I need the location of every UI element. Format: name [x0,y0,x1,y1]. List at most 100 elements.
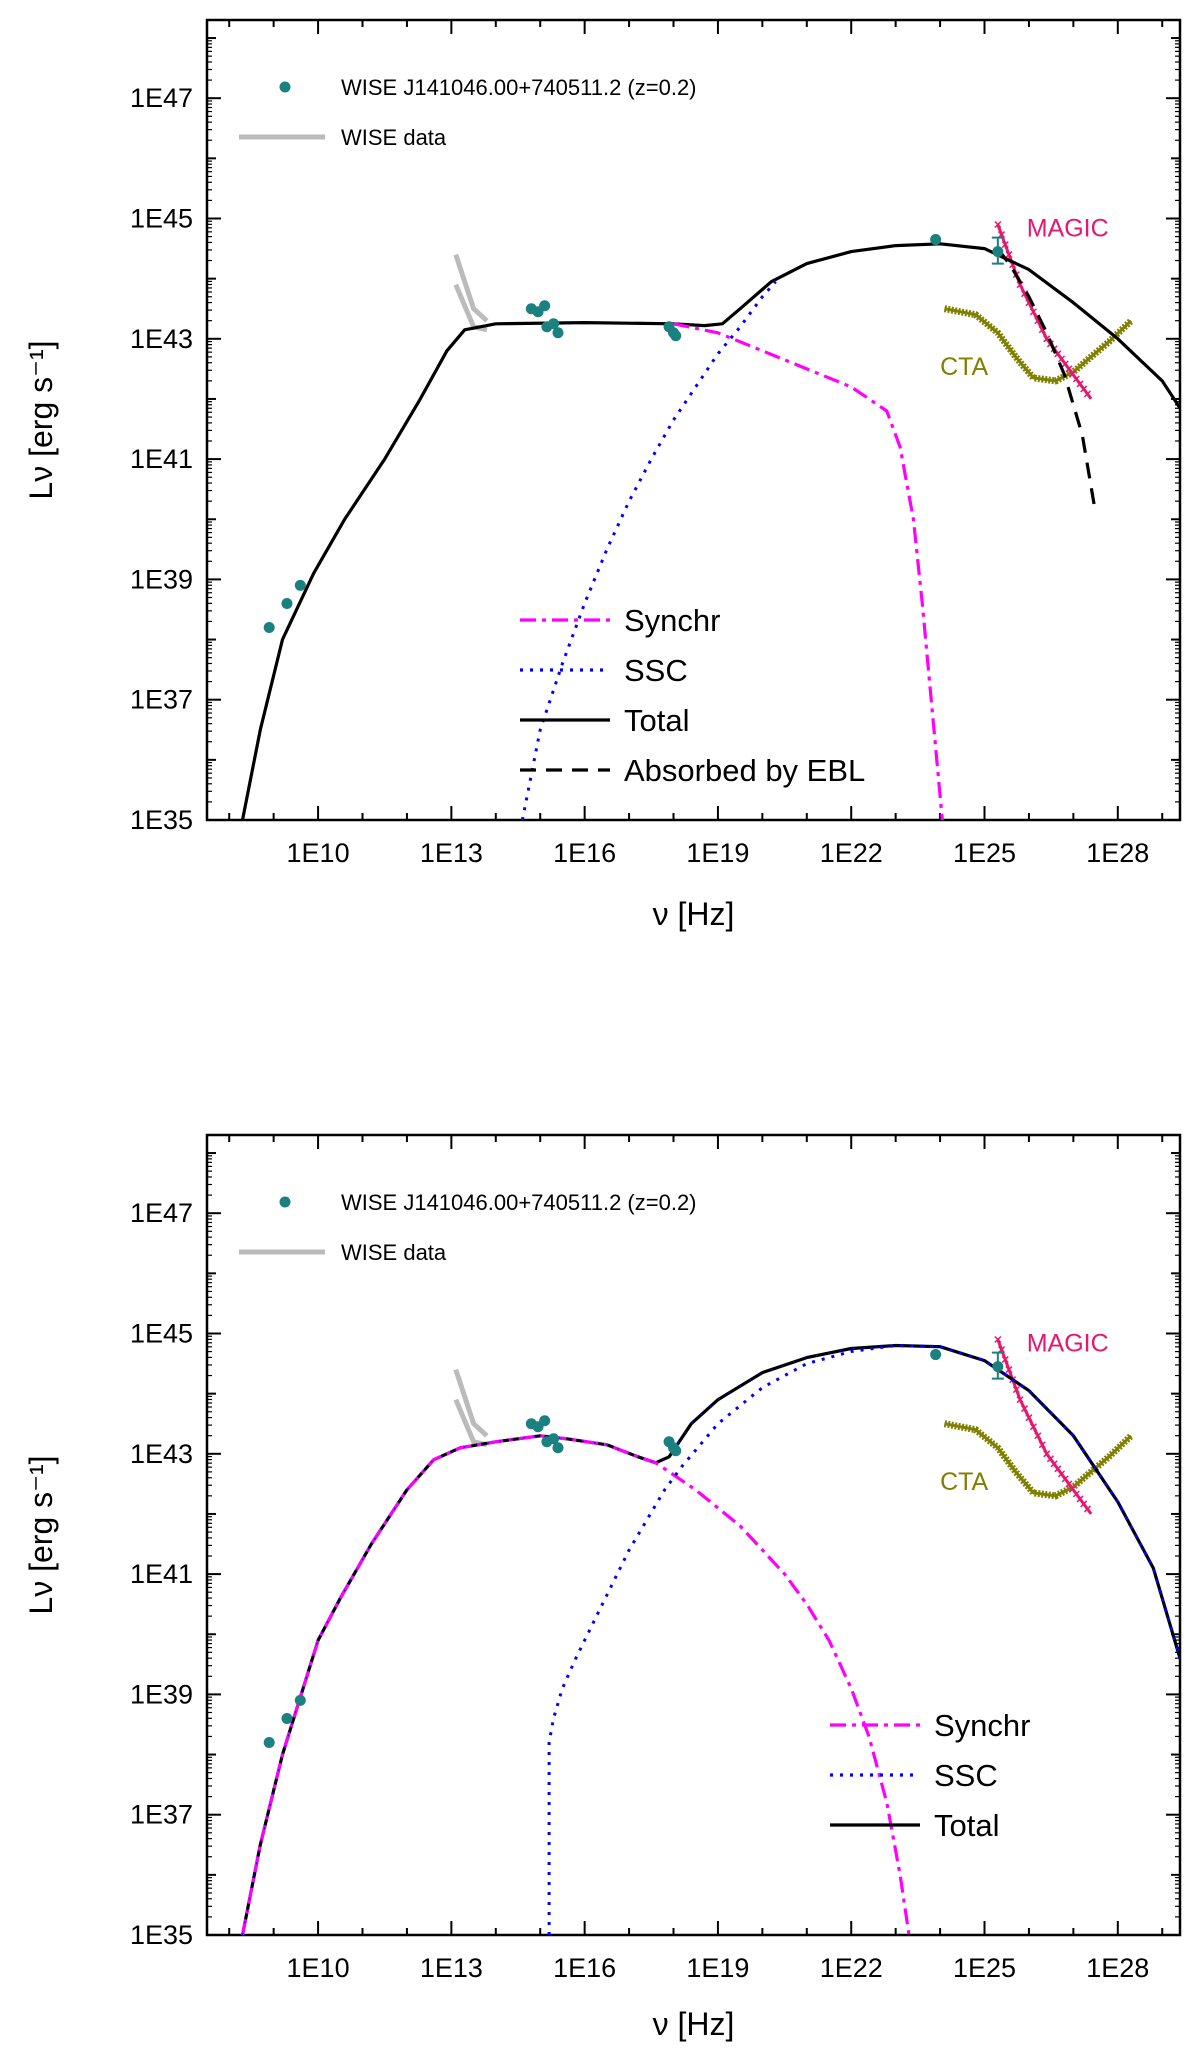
y-tick-label: 1E35 [130,1920,193,1950]
y-tick-label: 1E35 [130,805,193,835]
observed-data-point [294,1694,306,1706]
x-tick-label: 1E10 [287,838,350,868]
x-axis-label: ν [Hz] [653,2006,735,2042]
x-tick-label: 1E28 [1086,1953,1149,1983]
observed-data-point [281,1712,293,1724]
cta-label: CTA [940,1468,988,1496]
magic-marker [1057,355,1066,363]
magic-marker [1016,1396,1024,1404]
y-tick-label: 1E43 [130,1439,193,1469]
legend-wise-label: WISE data [341,125,447,150]
magic-marker [998,231,1006,239]
x-tick-label: 1E10 [287,1953,350,1983]
magic-marker [998,1346,1006,1354]
magic-marker [1001,1356,1009,1364]
x-tick-label: 1E25 [953,838,1016,868]
magic-marker [1057,1470,1066,1478]
magic-marker [1083,390,1091,398]
ssc-model-curve [547,1344,1180,1935]
x-tick-label: 1E25 [953,1953,1016,1983]
magic-marker [1029,1423,1037,1431]
y-tick-label: 1E47 [130,83,193,113]
observed-data-point [281,597,293,609]
y-tick-label: 1E41 [130,444,193,474]
observed-data-point [548,1433,560,1445]
plot-area [240,220,1180,820]
x-tick-label: 1E22 [820,1953,883,1983]
x-tick-label: 1E19 [686,838,749,868]
observed-data-point [930,1349,942,1361]
synchrotron-model-curve [240,1434,911,1935]
magic-marker [1020,1405,1029,1413]
legend-entry-label: Absorbed by EBL [624,753,865,788]
cta-sensitivity-line [944,1422,1133,1498]
ssc-model-curve [520,280,777,820]
magic-marker [1038,1441,1046,1449]
magic-marker [1080,1500,1088,1508]
magic-label: MAGIC [1027,215,1109,243]
x-axis-label: ν [Hz] [653,896,735,932]
magic-label: MAGIC [1027,1330,1109,1358]
observed-data-point [670,330,682,342]
observed-data-point [263,622,275,634]
legend-data-point-symbol [279,1196,291,1208]
magic-marker [1005,251,1013,259]
magic-marker [1076,380,1084,388]
bottom-sed-panel: 1E10 1E13 1E16 1E19 1E22 1E25 1E28 1E35 1E37 1E39… [23,1133,1182,2042]
y-tick-label: 1E47 [130,1198,193,1228]
y-tick-label: 1E41 [130,1559,193,1589]
magic-marker [1061,360,1069,368]
total-model-curve [240,242,1180,820]
observed-data-point [930,234,942,246]
observed-data-point [548,318,560,330]
observed-data-point [263,1737,275,1749]
legend-wise-label: WISE data [341,1240,447,1265]
magic-marker [994,220,1002,229]
legend-data-point-label: WISE J141046.00+740511.2 (z=0.2) [341,1190,697,1215]
plot-frame [205,1133,1182,1937]
wise-data-curve [453,1368,489,1438]
magic-marker [1029,308,1037,316]
x-tick-label: 1E22 [820,838,883,868]
magic-marker [1050,1460,1058,1468]
y-axis-label: Lν [erg s⁻¹] [23,1455,59,1614]
x-tick-label: 1E13 [420,838,483,868]
magic-marker [1046,1455,1054,1463]
magic-marker [1069,1485,1077,1493]
magic-marker [1069,370,1077,378]
magic-marker [1065,1480,1073,1488]
x-tick-label: 1E28 [1086,838,1149,868]
magic-marker [994,1335,1002,1344]
y-axis-label: Lν [erg s⁻¹] [23,340,59,499]
cta-label: CTA [940,353,988,381]
x-tick-label: 1E13 [420,1953,483,1983]
magic-marker [1083,1505,1091,1513]
legend-entry-label: SSC [934,1758,998,1793]
synchrotron-model-curve [673,322,944,820]
plot-area [240,1335,1180,1935]
observed-data-point [552,327,564,339]
magic-marker [1061,1475,1069,1483]
observed-data-point [539,1415,551,1427]
legend-entry-label: Total [934,1808,999,1843]
wise-data-curve [453,253,489,323]
y-tick-label: 1E45 [130,1318,193,1348]
y-tick-label: 1E43 [130,324,193,354]
y-tick-label: 1E45 [130,203,193,233]
cta-sensitivity-line [944,307,1133,383]
x-tick-label: 1E16 [553,838,616,868]
magic-marker [1080,385,1088,393]
error-bar [991,1351,1004,1380]
y-tick-label: 1E37 [130,685,193,715]
magic-marker [1072,375,1080,383]
x-tick-label: 1E16 [553,1953,616,1983]
magic-marker [1043,1450,1051,1458]
magic-marker [1076,1495,1084,1503]
legend-entry-label: SSC [624,653,688,688]
magic-marker [1001,241,1009,249]
y-tick-label: 1E39 [130,564,193,594]
legend-data-point-label: WISE J141046.00+740511.2 (z=0.2) [341,75,697,100]
legend-entry-label: Synchr [624,603,720,638]
magic-marker [1025,1414,1033,1422]
